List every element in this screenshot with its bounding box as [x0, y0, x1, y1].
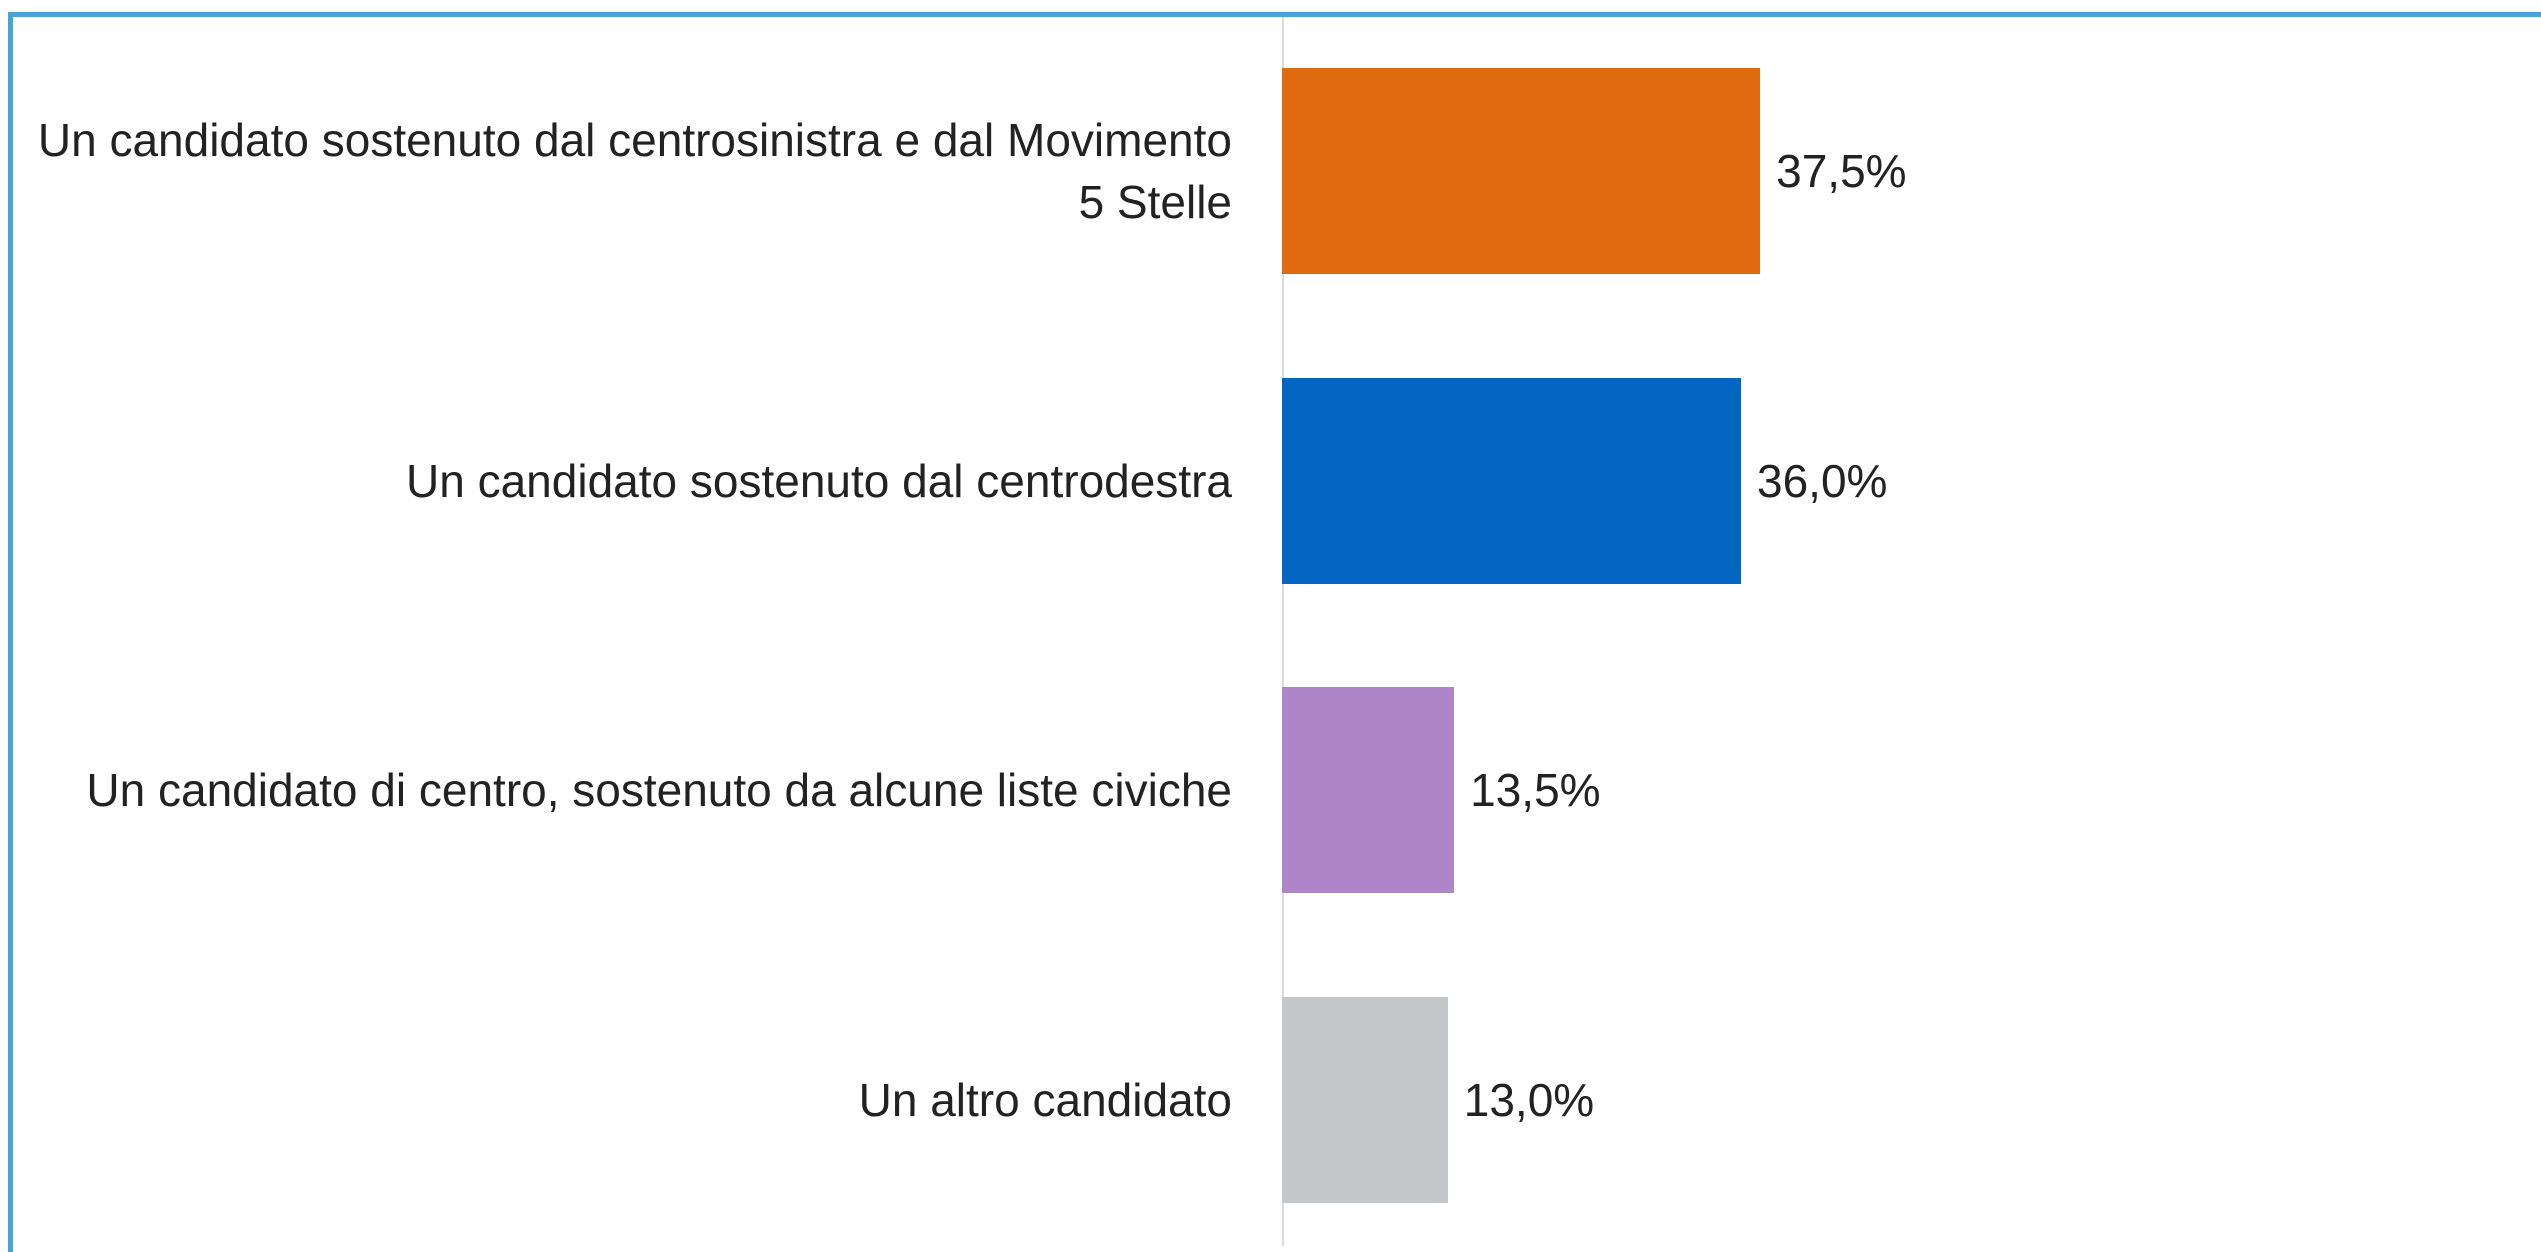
category-label: Un candidato sostenuto dal centrodestra: [406, 454, 1232, 507]
axis-line: [1282, 17, 1284, 1246]
bar: [1282, 996, 1448, 1203]
bar: [1282, 687, 1455, 893]
bar: [1282, 377, 1741, 584]
category-label: Un candidato di centro, sostenuto da alc…: [86, 764, 1232, 816]
value-label: 37,5%: [1776, 145, 1907, 197]
category-label: Un altro candidato: [858, 1073, 1232, 1126]
value-label: 13,0%: [1463, 1073, 1595, 1126]
value-label: 36,0%: [1757, 454, 1888, 507]
bar: [1282, 68, 1761, 274]
value-label: 13,5%: [1470, 764, 1601, 816]
frame: [8, 12, 2541, 1252]
category-label: Un candidato sostenuto dal centrosinistr…: [37, 114, 1232, 228]
